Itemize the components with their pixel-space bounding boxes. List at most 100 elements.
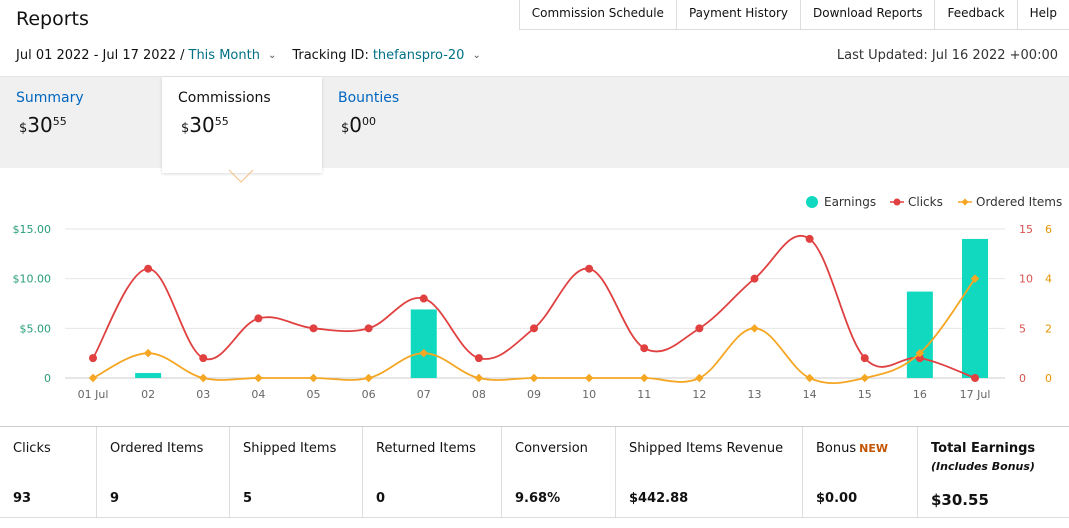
clicks-point xyxy=(144,264,153,273)
tab-bounties[interactable]: Bounties $000 xyxy=(322,77,482,169)
ordered-items-point xyxy=(805,373,814,383)
legend-earnings-label: Earnings xyxy=(824,195,876,209)
x-axis-tick: 11 xyxy=(637,388,651,401)
ordered-items-point xyxy=(199,373,208,383)
x-axis-tick: 09 xyxy=(527,388,541,401)
y-axis-right-items-tick: 6 xyxy=(1045,223,1052,236)
chevron-down-icon[interactable]: ⌄ xyxy=(267,50,277,61)
y-axis-right-clicks-tick: 5 xyxy=(1019,322,1026,335)
feedback-button[interactable]: Feedback xyxy=(934,0,1017,29)
x-axis-tick: 17 Jul xyxy=(960,388,991,401)
y-axis-left-tick: $5.00 xyxy=(20,322,52,335)
earnings-bar xyxy=(410,309,437,378)
stat-conversion: Conversion 9.68% xyxy=(502,427,616,517)
clicks-point xyxy=(750,274,759,283)
top-nav: Commission Schedule Payment History Down… xyxy=(518,0,1069,30)
clicks-line xyxy=(92,235,976,379)
stat-label: Shipped Items Revenue xyxy=(629,441,784,456)
stat-total-earnings: Total Earnings (Includes Bonus) $30.55 xyxy=(918,427,1069,517)
tab-summary[interactable]: Summary $3055 xyxy=(0,77,162,169)
commission-schedule-button[interactable]: Commission Schedule xyxy=(518,0,676,29)
stat-shipped-items: Shipped Items 5 xyxy=(230,427,363,517)
report-tabs: Summary $3055 Commissions $3055 Bounties… xyxy=(0,76,1069,173)
clicks-point xyxy=(474,354,483,363)
ordered-items-point xyxy=(364,373,373,383)
stat-sublabel: (Includes Bonus) xyxy=(931,460,1035,473)
tracking-id-dropdown[interactable]: thefanspro-20 xyxy=(372,48,465,63)
stat-label: Bonus NEW xyxy=(816,441,888,456)
earnings-bar xyxy=(906,291,933,378)
x-axis-tick: 02 xyxy=(141,388,155,401)
y-axis-left-tick: 0 xyxy=(44,372,51,385)
earnings-bar xyxy=(962,238,988,378)
stat-label: Clicks xyxy=(13,441,51,456)
stat-label: Total Earnings xyxy=(931,441,1036,456)
x-axis-tick: 14 xyxy=(803,388,817,401)
clicks-point xyxy=(585,264,594,273)
x-axis-tick: 04 xyxy=(251,388,265,401)
x-axis-tick: 15 xyxy=(858,388,872,401)
y-axis-right-clicks-tick: 10 xyxy=(1019,273,1033,286)
tracking-label: Tracking ID: xyxy=(292,48,369,63)
stat-value: 9.68% xyxy=(515,491,561,506)
clicks-point xyxy=(805,234,814,243)
tab-label: Commissions xyxy=(178,90,271,106)
last-updated: Last Updated: Jul 16 2022 +00:00 xyxy=(836,48,1058,63)
new-badge: NEW xyxy=(859,442,888,455)
clicks-point xyxy=(364,324,373,333)
tab-commissions[interactable]: Commissions $3055 xyxy=(162,77,322,173)
stat-label: Conversion xyxy=(515,441,588,456)
help-button[interactable]: Help xyxy=(1016,0,1069,29)
clicks-point xyxy=(695,324,704,333)
y-axis-right-items-tick: 0 xyxy=(1045,372,1052,385)
tab-value: $3055 xyxy=(19,113,67,137)
date-range: Jul 01 2022 - Jul 17 2022 xyxy=(16,48,177,63)
stat-value: 9 xyxy=(110,491,120,506)
ordered-items-point xyxy=(640,373,649,383)
ordered-items-point xyxy=(584,373,594,383)
clicks-point xyxy=(530,324,538,333)
stat-value: $0.00 xyxy=(816,491,858,506)
x-axis-tick: 12 xyxy=(692,388,706,401)
x-axis-tick: 03 xyxy=(196,388,210,401)
stat-shipped-revenue: Shipped Items Revenue $442.88 xyxy=(616,427,803,517)
download-reports-button[interactable]: Download Reports xyxy=(799,0,935,29)
x-axis-tick: 16 xyxy=(913,388,927,401)
x-axis-tick: 01 Jul xyxy=(78,388,109,401)
payment-history-button[interactable]: Payment History xyxy=(675,0,800,29)
tab-label: Bounties xyxy=(338,90,400,106)
clicks-point xyxy=(971,374,979,382)
clicks-point xyxy=(860,354,869,363)
legend-earnings-marker xyxy=(806,196,818,208)
chevron-down-icon[interactable]: ⌄ xyxy=(472,50,481,61)
ordered-items-point xyxy=(419,348,428,358)
clicks-point xyxy=(89,354,97,363)
ordered-items-point xyxy=(860,373,869,383)
stat-ordered-items: Ordered Items 9 xyxy=(97,427,230,517)
x-axis-tick: 13 xyxy=(748,388,762,401)
tab-value: $000 xyxy=(341,113,377,137)
legend-clicks-dot xyxy=(893,198,901,206)
earnings-bar xyxy=(135,373,162,378)
stat-value: 5 xyxy=(243,491,253,506)
x-axis-tick: 07 xyxy=(417,388,431,401)
chart-area: $15.00 $10.00 $5.00 0 15 10 5 0 6 4 2 0 01 Jul 02 03 04… xyxy=(0,168,1069,426)
y-axis-right-clicks-tick: 15 xyxy=(1019,223,1033,236)
y-axis-right-clicks-tick: 0 xyxy=(1019,372,1026,385)
y-axis-left-tick: $10.00 xyxy=(13,273,52,286)
stat-value: $30.55 xyxy=(931,491,989,509)
ordered-items-point xyxy=(695,373,704,383)
y-axis-right-items-tick: 4 xyxy=(1045,273,1052,286)
stat-value: $442.88 xyxy=(629,491,689,506)
y-axis-left-tick: $15.00 xyxy=(13,223,52,236)
period-dropdown[interactable]: This Month xyxy=(188,48,260,63)
x-axis-tick: 10 xyxy=(582,388,596,401)
ordered-items-point xyxy=(309,373,318,383)
x-axis-tick: 05 xyxy=(307,388,321,401)
ordered-items-point xyxy=(474,373,484,383)
filter-bar: Jul 01 2022 - Jul 17 2022 / This Month ⌄… xyxy=(16,48,497,63)
stat-value: 0 xyxy=(376,491,386,506)
clicks-point xyxy=(640,344,649,353)
clicks-point xyxy=(915,354,924,363)
clicks-point xyxy=(419,294,428,303)
